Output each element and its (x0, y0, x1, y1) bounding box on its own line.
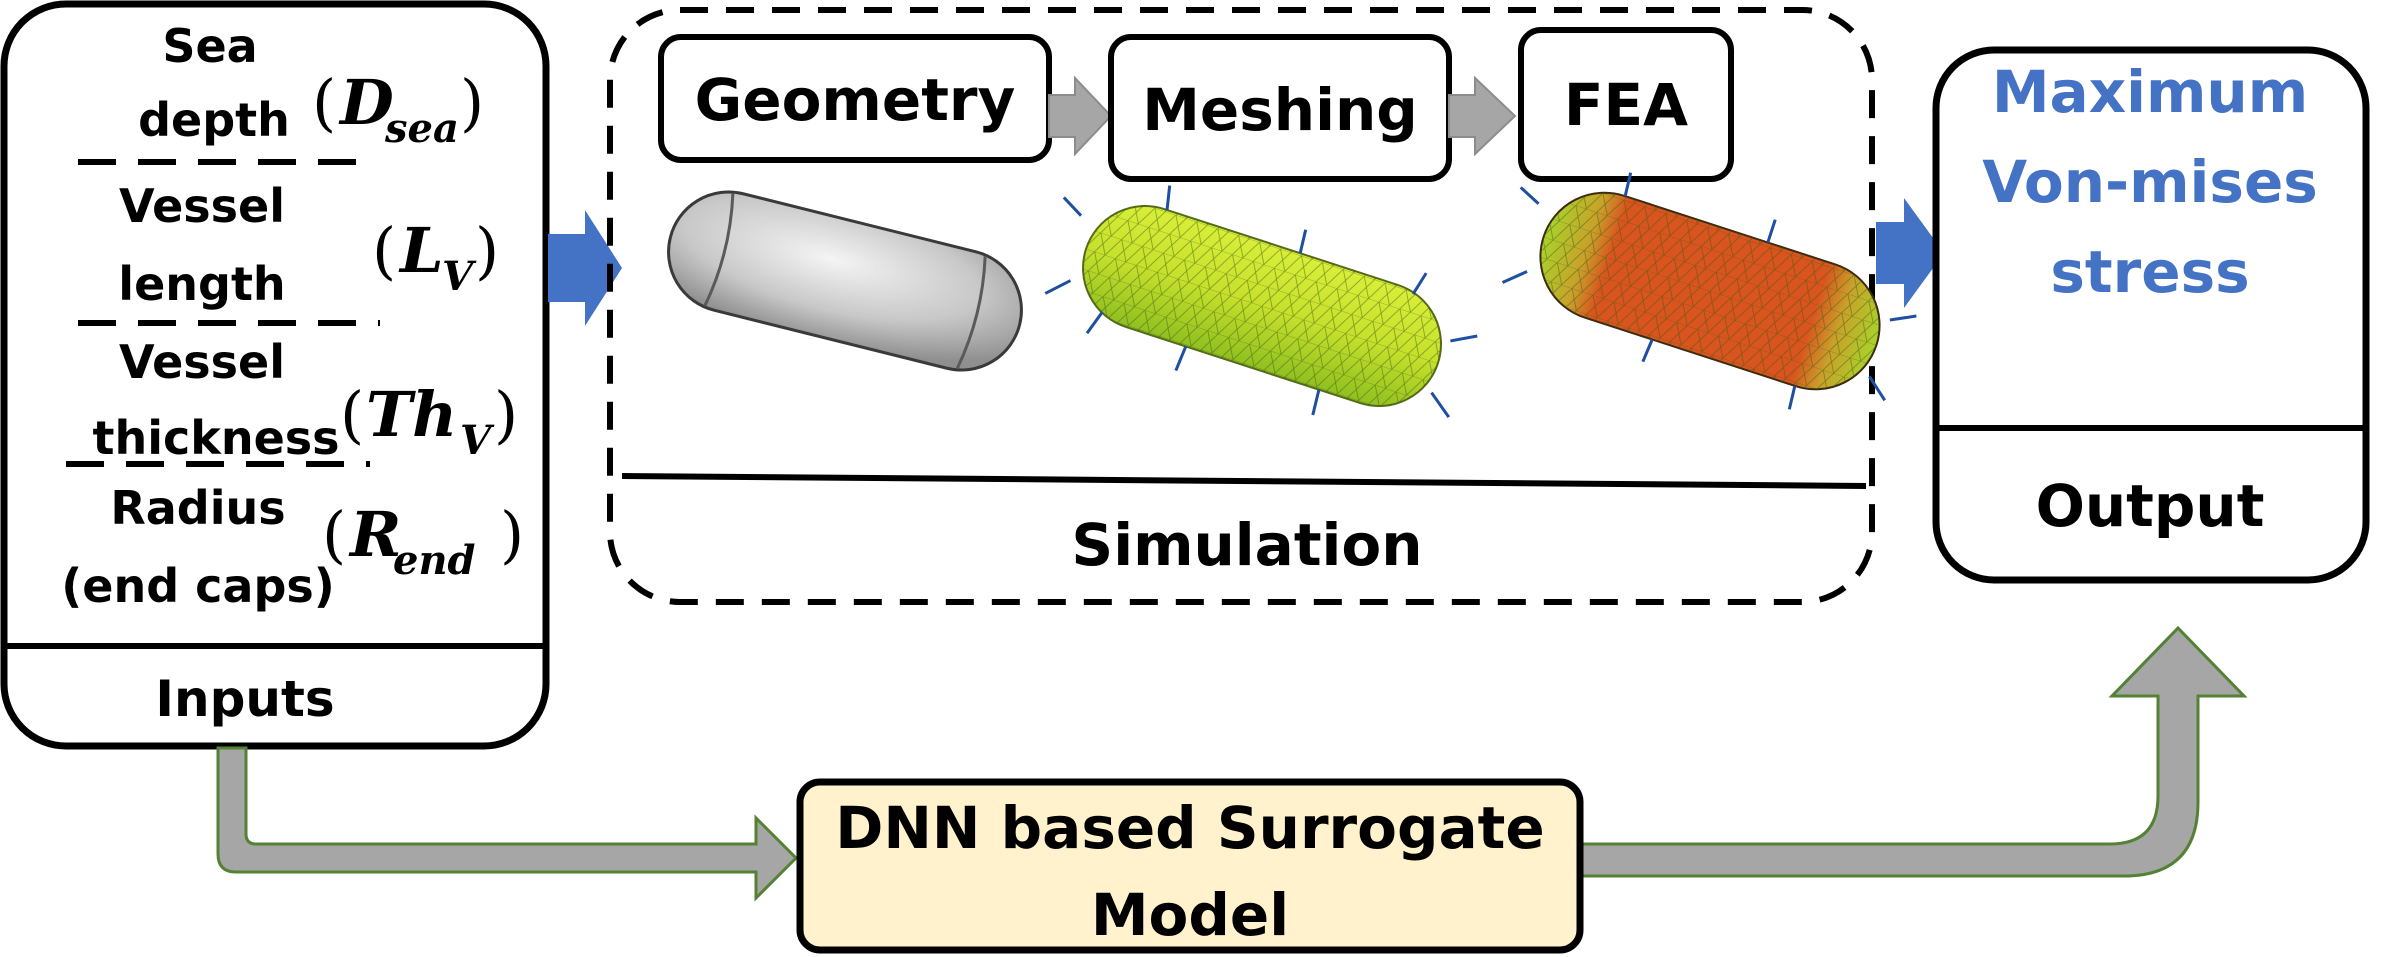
step-fea: FEA (1518, 27, 1734, 182)
simulation-panel: Geometry Meshing FEA (607, 7, 1917, 605)
symbol-radius-end: ( R end ) (322, 498, 524, 584)
symbol-sea-depth: ( D sea ) (312, 66, 484, 152)
output-result-line1: Maximum (1992, 58, 2308, 126)
simulation-box (607, 7, 1875, 605)
symbol-vessel-thickness-sub: V (460, 417, 495, 464)
symbol-sea-depth-base: D (338, 66, 394, 139)
fea-stress-capsule-render (1501, 172, 1917, 410)
surrogate-model-panel: DNN based Surrogate Model (796, 778, 1584, 954)
output-box (1932, 46, 2370, 584)
svg-text:): ) (494, 378, 518, 451)
svg-text:(: ( (340, 378, 364, 451)
svg-text:(: ( (312, 66, 336, 139)
input-vessel-length-line1: Vessel (119, 179, 285, 233)
input-vessel-length-line2: length (118, 257, 285, 311)
symbol-sea-depth-sub: sea (384, 105, 459, 152)
symbol-vessel-thickness-base: Th (366, 378, 457, 451)
step-geometry: Geometry (658, 34, 1052, 163)
output-section-label: Output (2036, 472, 2265, 540)
input-vessel-thickness-line1: Vessel (119, 335, 285, 389)
input-vessel-thickness-line2: thickness (92, 411, 339, 465)
step-meshing: Meshing (1108, 34, 1452, 182)
output-result-line3: stress (2050, 238, 2249, 306)
svg-text:): ) (460, 66, 484, 139)
svg-text:): ) (475, 214, 499, 287)
symbol-vessel-length-base: L (398, 214, 444, 287)
input-sea-depth-line2: depth (138, 93, 290, 147)
simulation-to-output-arrow (1876, 198, 1944, 308)
step-geometry-label: Geometry (695, 66, 1016, 134)
surrogate-to-output-arrow (1578, 625, 2248, 878)
inputs-to-simulation-arrow (548, 210, 622, 326)
meshing-to-fea-arrow (1448, 75, 1517, 157)
simulation-divider (621, 473, 1867, 489)
symbol-vessel-thickness: ( Th V ) (340, 378, 518, 464)
inputs-to-surrogate-arrow (216, 746, 799, 902)
input-radius-line2: (end caps) (61, 559, 335, 613)
inputs-box (0, 0, 550, 750)
input-sea-depth-line1: Sea (162, 19, 257, 73)
meshed-capsule-render (1044, 185, 1478, 419)
svg-text:): ) (500, 498, 524, 571)
symbol-vessel-length: ( L V ) (372, 214, 499, 300)
inputs-panel: Sea depth ( D sea ) Vessel length ( L V … (0, 0, 550, 750)
output-panel: Maximum Von-mises stress Output (1932, 46, 2370, 584)
geometry-to-meshing-arrow (1048, 75, 1113, 157)
symbol-radius-end-base: R (348, 498, 402, 571)
surrogate-model-box (796, 778, 1584, 954)
simulation-section-label: Simulation (1071, 511, 1422, 579)
svg-text:(: ( (372, 214, 396, 287)
surrogate-label-line1: DNN based Surrogate (835, 794, 1544, 862)
step-fea-label: FEA (1564, 71, 1688, 139)
svg-text:(: ( (322, 498, 346, 571)
surrogate-label-line2: Model (1091, 881, 1289, 949)
step-meshing-label: Meshing (1142, 76, 1418, 144)
symbol-vessel-length-sub: V (442, 253, 477, 300)
geometry-capsule-render (667, 190, 1023, 372)
output-result-line2: Von-mises (1982, 148, 2318, 216)
symbol-radius-end-sub: end (393, 537, 476, 584)
input-radius-line1: Radius (110, 481, 285, 535)
inputs-section-label: Inputs (155, 670, 334, 728)
